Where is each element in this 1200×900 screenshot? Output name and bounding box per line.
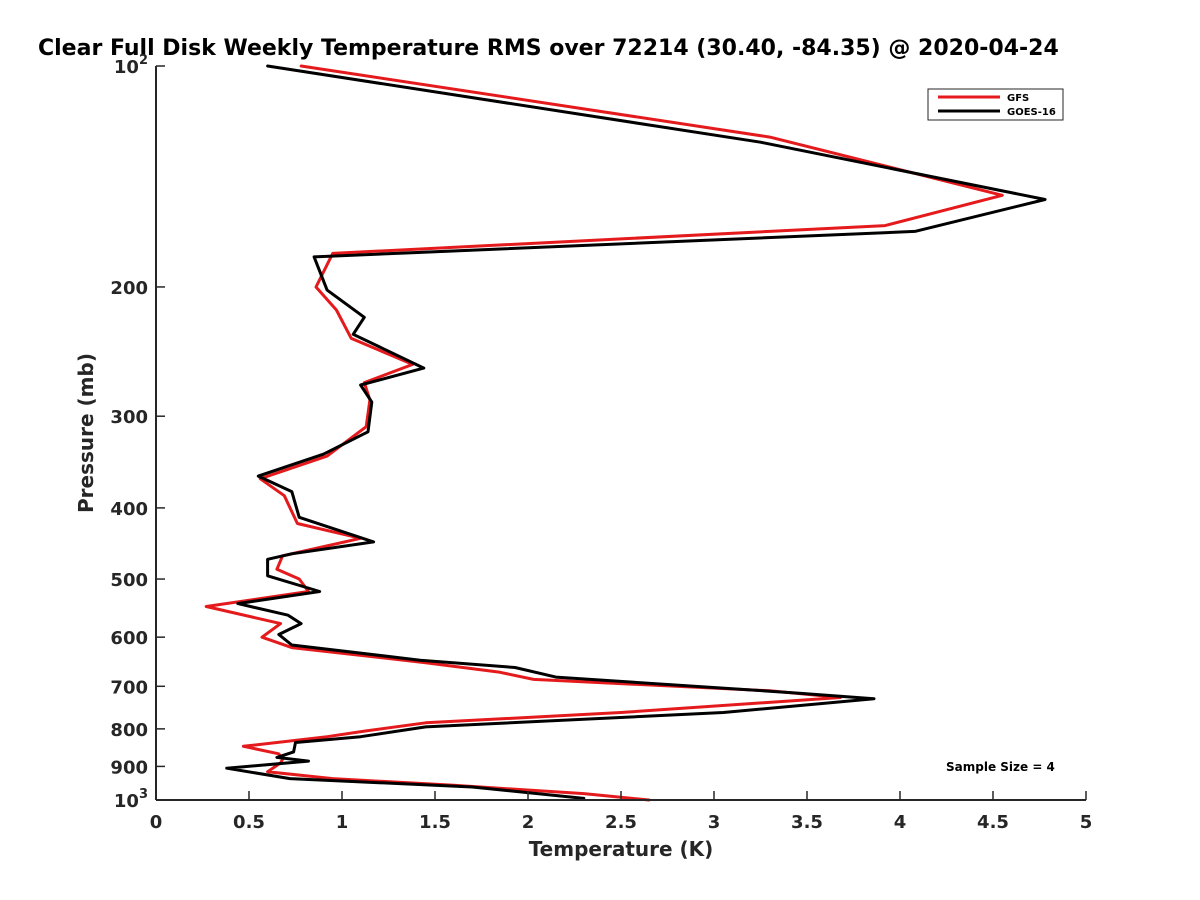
plot-area: 0 0.5 1 1.5 2 2.5 3 3.5 4 4.5 5 102 200 300 400 500 600… [110,53,1092,833]
series-line-gfs [204,64,1004,802]
y-tick-label: 400 [110,499,148,520]
x-tick-label: 5 [1080,812,1093,833]
series-line-goes16 [225,64,1047,800]
y-tick-label: 103 [114,787,148,812]
x-tick-label: 2 [522,812,535,833]
x-tick-label: 0 [150,812,163,833]
y-tick-label: 500 [110,570,148,591]
x-tick-label: 2.5 [605,812,637,833]
y-tick-label: 900 [110,757,148,778]
y-axis-label: Pressure (mb) [74,353,98,513]
y-tick-label: 800 [110,720,148,741]
x-tick-label: 1.5 [419,812,451,833]
chart-title: Clear Full Disk Weekly Temperature RMS o… [38,36,1059,61]
x-tick-label: 1 [336,812,349,833]
y-tick-label: 600 [110,628,148,649]
legend: GFS GOES-16 [927,88,1064,121]
series-group [204,64,1047,802]
y-tick-label: 200 [110,278,148,299]
x-tick-label: 4 [894,812,907,833]
x-tick-label: 0.5 [233,812,265,833]
legend-label-gfs: GFS [1007,93,1029,104]
x-tick-label: 3.5 [791,812,823,833]
y-tick-label: 700 [110,677,148,698]
sample-size-annotation: Sample Size = 4 [946,760,1055,774]
y-tick-label: 300 [110,407,148,428]
legend-box [927,88,1064,121]
y-tick-label: 102 [114,53,148,78]
x-axis-label: Temperature (K) [529,837,714,861]
y-ticks: 102 200 300 400 500 600 700 800 900 103 [110,53,165,812]
x-ticks: 0 0.5 1 1.5 2 2.5 3 3.5 4 4.5 5 [150,791,1093,833]
x-tick-label: 3 [708,812,721,833]
x-tick-label: 4.5 [977,812,1009,833]
legend-label-goes16: GOES-16 [1007,107,1056,118]
